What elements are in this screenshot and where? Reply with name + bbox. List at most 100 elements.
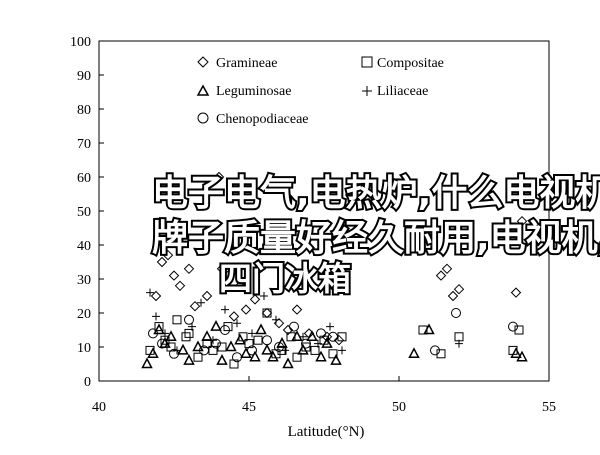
triangle-data-point (249, 350, 261, 362)
overlay-line-3: 四门冰箱 (219, 259, 351, 298)
series-chenopodiaceae (148, 308, 518, 363)
triangle-data-point (153, 323, 165, 335)
legend-label: Leguminosae (216, 84, 291, 99)
legend-item-gramineae: Gramineae (197, 56, 277, 71)
diamond-data-point (282, 324, 294, 336)
y-tick-label: 80 (77, 103, 91, 118)
y-tick-label: 0 (84, 375, 91, 390)
triangle-data-point (321, 336, 333, 348)
square-data-point (184, 328, 194, 338)
square-data-point (181, 332, 191, 342)
triangle-data-point (183, 353, 195, 365)
circle-data-point (508, 321, 518, 332)
watermark-overlay: 电子电气,电热炉,什么电视机 牌子质量好经久耐用,电视机, 四门冰箱 (150, 171, 600, 300)
diamond-data-point (222, 270, 234, 281)
circle-data-point (451, 308, 461, 318)
y-tick-label: 60 (77, 171, 91, 186)
circle-data-point (274, 342, 284, 352)
square-data-point (223, 322, 233, 332)
square-data-point (310, 345, 320, 355)
x-axis: 40 45 50 55 (92, 376, 556, 415)
series-leguminosae (141, 319, 528, 369)
triangle-data-point (165, 330, 177, 342)
triangle-data-point (282, 357, 294, 369)
x-tick-label: 55 (542, 400, 556, 415)
diamond-data-point (228, 311, 240, 322)
diamond-data-point (453, 283, 465, 295)
y-tick-label: 90 (77, 69, 91, 84)
circle-data-point (232, 352, 242, 363)
plus-data-point (248, 329, 256, 338)
circle-marker-icon (197, 112, 209, 124)
diamond-data-point (156, 256, 168, 268)
square-data-point (328, 349, 338, 359)
plus-data-point (161, 329, 169, 338)
triangle-data-point (141, 357, 153, 369)
square-data-point (154, 322, 164, 332)
circle-data-point (247, 345, 257, 356)
square-data-point (292, 352, 302, 362)
square-data-point (172, 315, 182, 325)
circle-data-point (199, 345, 209, 356)
circle-data-point (289, 321, 299, 332)
diamond-data-point (150, 290, 162, 302)
legend-label: Compositae (377, 56, 444, 71)
y-tick-label: 40 (77, 239, 91, 254)
square-data-point (217, 342, 227, 352)
legend-item-liliaceae: Liliaceae (362, 84, 428, 99)
plus-data-point (272, 315, 280, 324)
series-gramineae (150, 171, 528, 346)
circle-data-point (301, 338, 311, 349)
triangle-data-point (192, 340, 204, 352)
circle-data-point (220, 325, 230, 335)
legend-item-compositae: Compositae (361, 56, 444, 71)
series-compositae (145, 308, 524, 369)
diamond-data-point (189, 300, 201, 312)
x-tick-label: 40 (92, 400, 106, 415)
plus-data-point (152, 312, 160, 321)
circle-data-point (316, 328, 326, 339)
diamond-data-point (435, 270, 447, 281)
square-data-point (193, 352, 203, 362)
triangle-data-point (297, 343, 309, 355)
diamond-data-point (201, 290, 213, 302)
square-data-point (229, 359, 239, 369)
plus-data-point (188, 322, 196, 331)
plus-data-point (314, 339, 322, 348)
triangle-data-point (516, 350, 528, 362)
circle-data-point (169, 348, 179, 359)
diamond-data-point (213, 171, 225, 183)
triangle-data-point (315, 350, 327, 362)
triangle-data-point (423, 323, 435, 335)
x-axis-label: Latitude(°N) (288, 424, 365, 440)
diamond-data-point (234, 280, 246, 292)
triangle-data-point (510, 347, 522, 359)
diamond-data-point (216, 263, 228, 275)
plus-data-point (299, 332, 307, 341)
diamond-data-point (183, 263, 195, 275)
plot-area (98, 40, 550, 382)
plus-data-point (221, 305, 229, 314)
y-tick-label: 20 (77, 307, 91, 322)
plus-marker-icon (362, 86, 372, 96)
triangle-data-point (408, 347, 420, 359)
plus-data-point (146, 288, 154, 297)
plus-data-point (197, 298, 205, 307)
triangle-data-point (147, 347, 159, 359)
triangle-marker-icon (196, 84, 210, 96)
square-marker-icon (361, 56, 373, 68)
y-tick-label: 50 (77, 205, 91, 220)
diamond-data-point (510, 287, 522, 298)
diamond-data-point (249, 294, 261, 305)
y-tick-label: 70 (77, 137, 91, 152)
triangle-data-point (234, 333, 246, 345)
triangle-data-point (210, 319, 222, 331)
circle-data-point (262, 335, 272, 346)
legend-item-leguminosae: Leguminosae (196, 84, 291, 99)
triangle-data-point (216, 353, 228, 365)
plus-data-point (260, 292, 268, 300)
circle-data-point (184, 314, 194, 325)
diamond-data-point (291, 304, 303, 315)
legend: Gramineae Compositae Leguminosae Liliace… (196, 56, 444, 127)
circle-data-point (430, 345, 440, 356)
